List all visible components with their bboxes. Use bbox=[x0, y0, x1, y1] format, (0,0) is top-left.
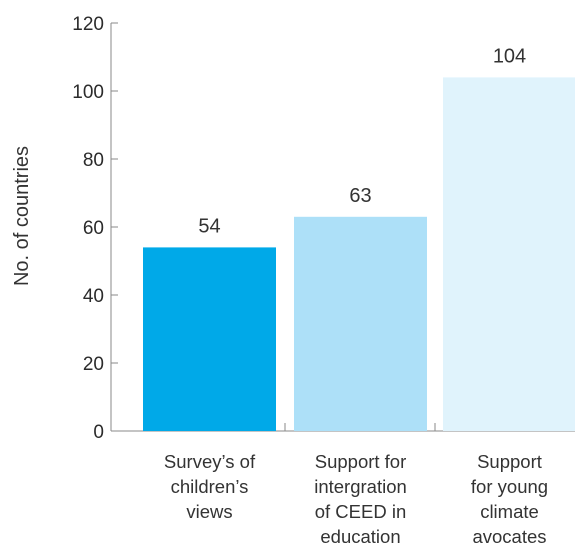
data-label: 104 bbox=[493, 45, 526, 67]
category-label-line: intergration bbox=[314, 476, 407, 497]
y-tick-label: 100 bbox=[72, 82, 104, 103]
bar bbox=[143, 247, 276, 431]
category-label-line: views bbox=[186, 501, 232, 522]
y-ticks: 0 20 40 60 80 100 120 bbox=[72, 14, 118, 443]
data-label: 54 bbox=[198, 215, 220, 237]
category-label-line: Survey’s of bbox=[164, 451, 256, 472]
data-labels: 54 63 104 bbox=[198, 45, 526, 237]
category-label-line: climate bbox=[480, 501, 539, 522]
category-label-line: children’s bbox=[171, 476, 249, 497]
category-label-line: Support for bbox=[315, 451, 407, 472]
y-tick-label: 40 bbox=[83, 286, 104, 307]
y-tick-label: 60 bbox=[83, 218, 104, 239]
bar bbox=[294, 216, 427, 431]
x-ticks bbox=[284, 423, 436, 431]
category-label-line: of CEED in bbox=[315, 501, 407, 522]
y-tick-label: 120 bbox=[72, 14, 104, 35]
bars bbox=[143, 77, 575, 432]
y-tick-label: 80 bbox=[83, 150, 104, 171]
y-tick-label: 0 bbox=[93, 422, 104, 443]
y-axis-title: No. of countries bbox=[11, 146, 33, 286]
y-tick-label: 20 bbox=[83, 354, 104, 375]
category-label-line: for young bbox=[471, 476, 548, 497]
category-label-line: Support bbox=[477, 451, 542, 472]
category-label-line: avocates bbox=[472, 526, 546, 544]
data-label: 63 bbox=[349, 185, 371, 207]
category-labels: Survey’s of children’s views Support for int… bbox=[164, 451, 548, 544]
category-label-line: education bbox=[320, 526, 400, 544]
bar bbox=[443, 77, 575, 432]
